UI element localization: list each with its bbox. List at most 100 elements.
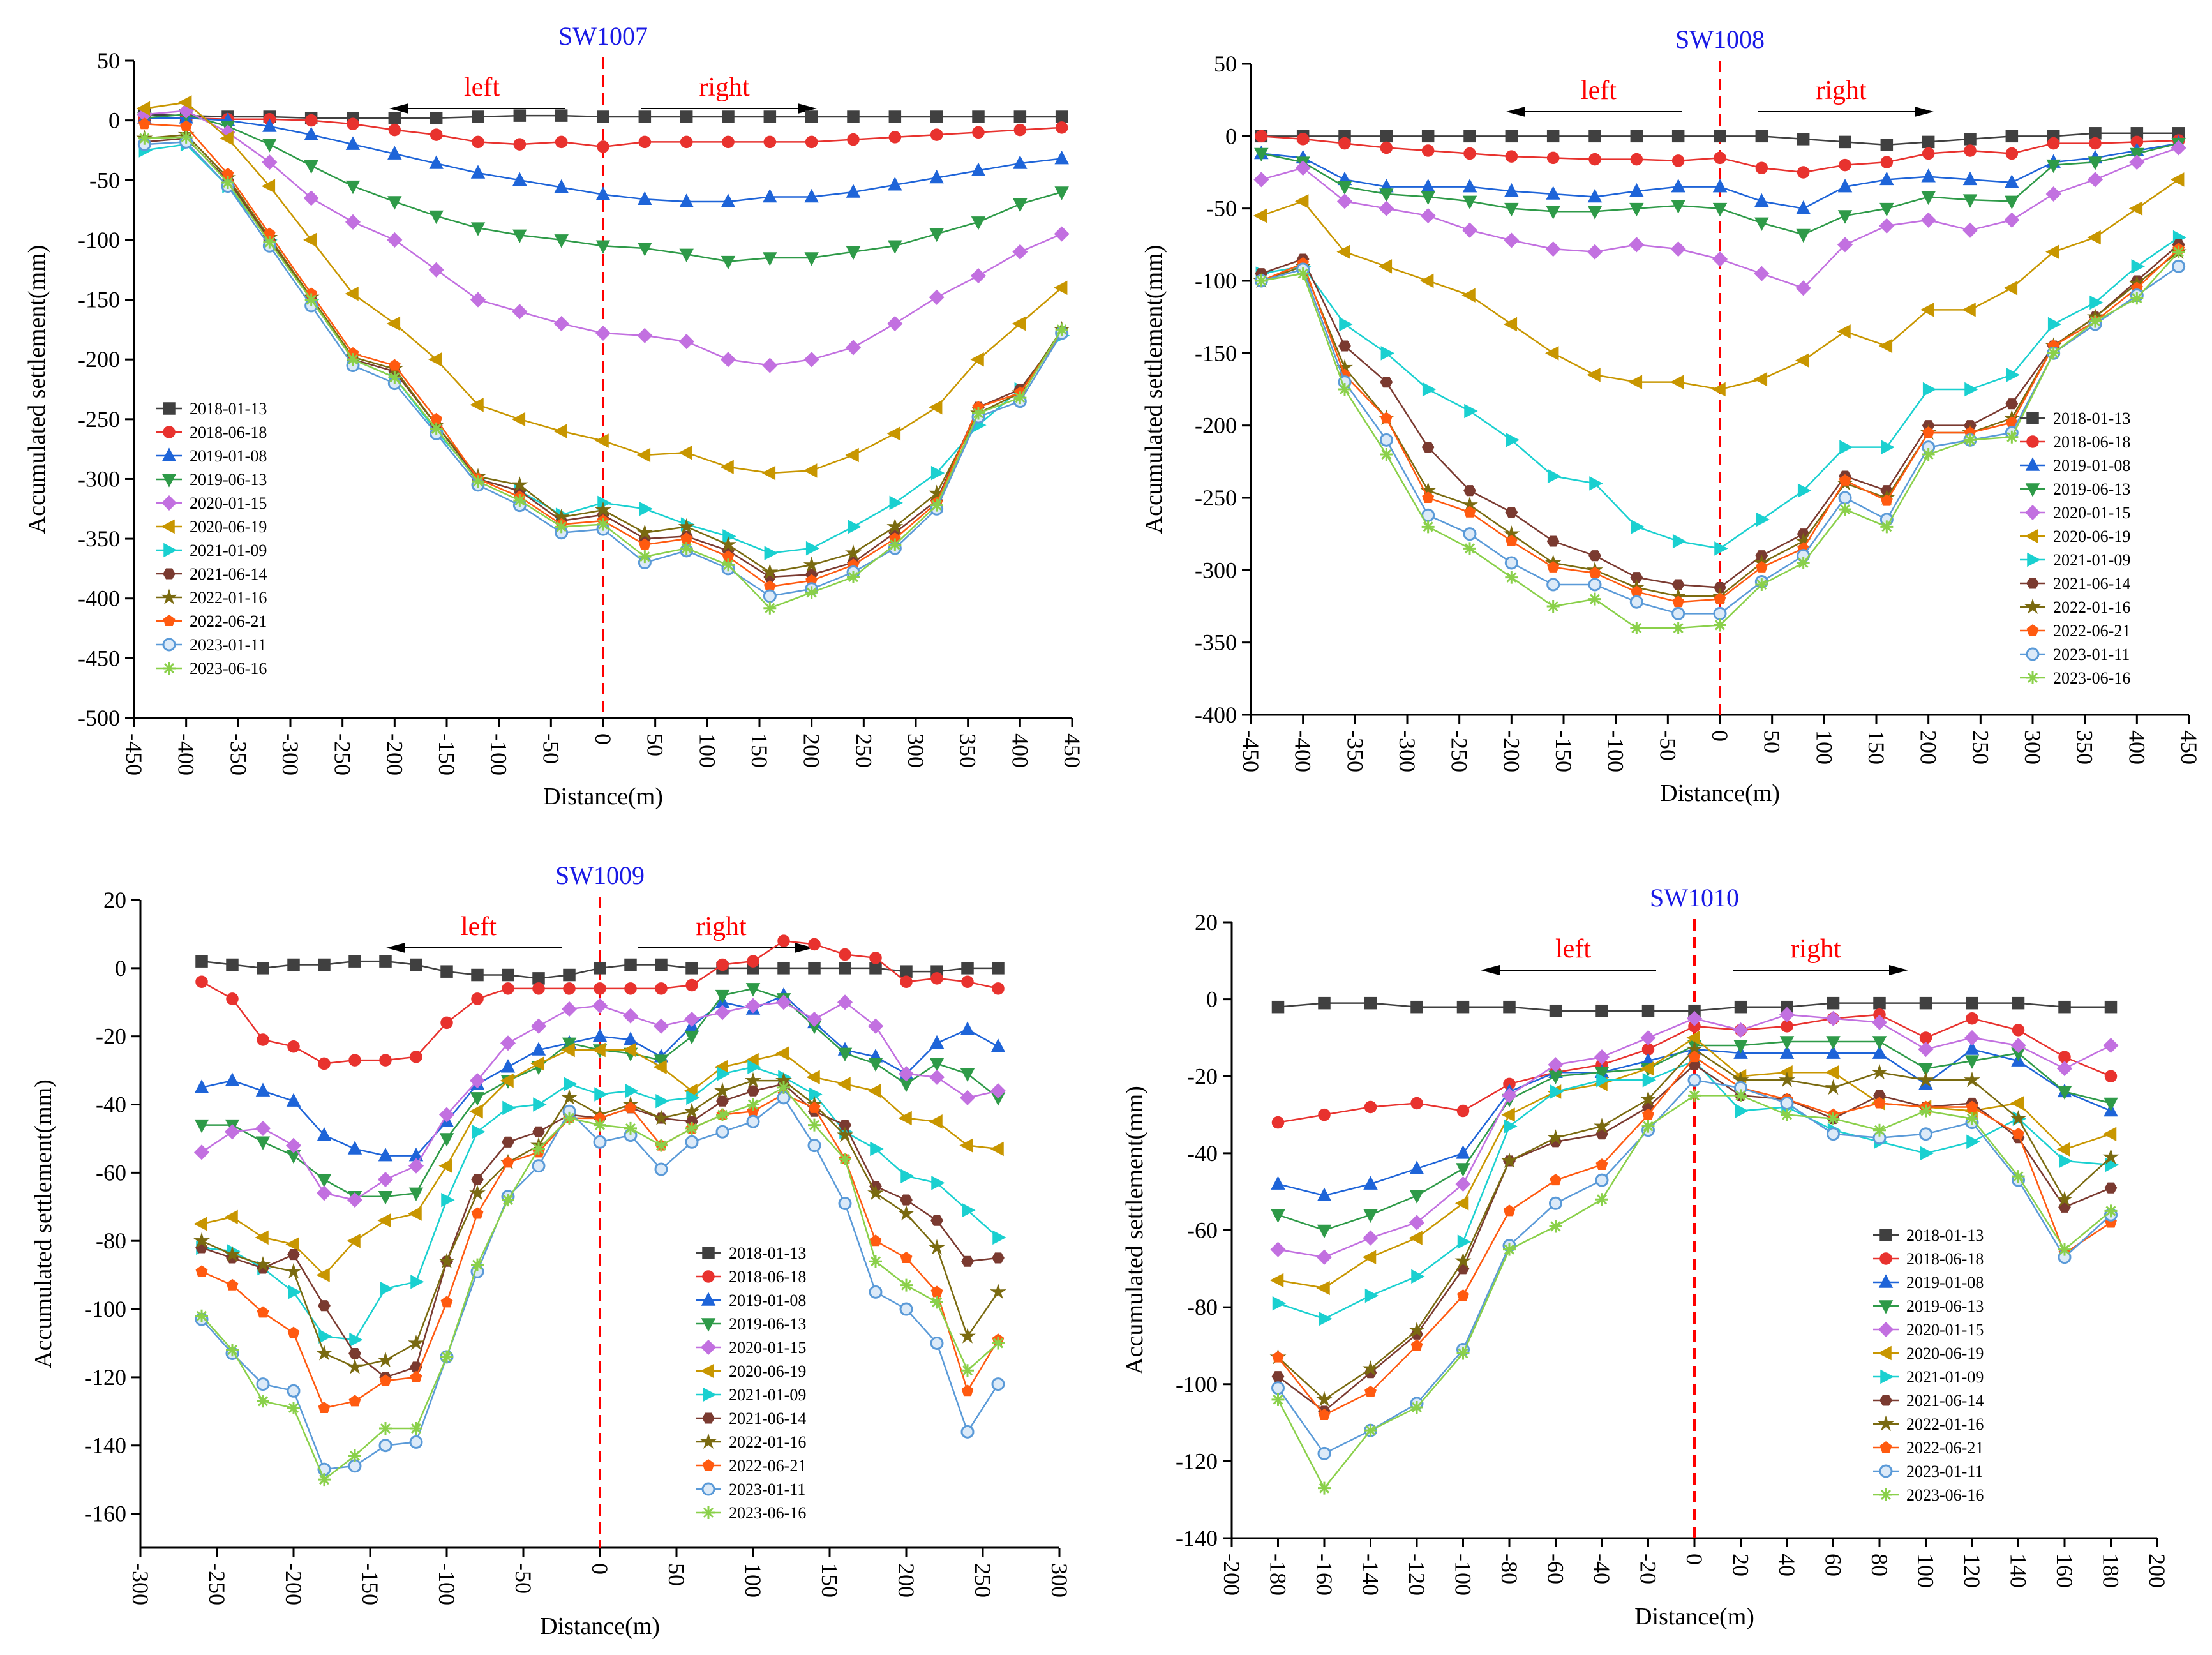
data-point bbox=[721, 193, 736, 207]
data-point bbox=[1589, 476, 1603, 491]
series-1 bbox=[138, 112, 1068, 153]
legend-marker bbox=[1878, 1415, 1894, 1431]
data-point bbox=[2130, 292, 2144, 305]
data-point bbox=[1873, 996, 1886, 1010]
data-point bbox=[555, 135, 568, 149]
legend-label: 2019-06-13 bbox=[729, 1315, 806, 1333]
data-point bbox=[287, 1040, 300, 1053]
data-point bbox=[761, 465, 776, 481]
data-point bbox=[747, 1085, 759, 1097]
data-point bbox=[2171, 172, 2185, 187]
data-point bbox=[1672, 534, 1687, 549]
data-point bbox=[513, 109, 527, 122]
x-tick-label: 350 bbox=[955, 733, 981, 768]
legend-marker bbox=[1880, 1369, 1894, 1384]
data-point bbox=[1013, 391, 1027, 405]
data-point bbox=[1922, 147, 1935, 160]
x-tick-label: 100 bbox=[1811, 730, 1837, 765]
data-point bbox=[1055, 323, 1068, 336]
data-point bbox=[1317, 1187, 1332, 1201]
data-point bbox=[2045, 244, 2059, 259]
legend-marker bbox=[2027, 552, 2041, 567]
data-point bbox=[345, 180, 361, 195]
data-point bbox=[2005, 195, 2019, 209]
data-point bbox=[2104, 1097, 2118, 1112]
data-point bbox=[775, 994, 792, 1010]
data-point bbox=[1629, 183, 1644, 197]
data-point bbox=[257, 1395, 269, 1408]
data-point bbox=[377, 1351, 394, 1368]
data-point bbox=[929, 169, 944, 184]
data-point bbox=[316, 1344, 333, 1361]
y-tick-label: -160 bbox=[84, 1501, 126, 1527]
data-point bbox=[930, 1215, 943, 1226]
data-point bbox=[2046, 159, 2061, 174]
data-point bbox=[1455, 1176, 1471, 1192]
data-point bbox=[2058, 1243, 2071, 1256]
data-point bbox=[1271, 1393, 1285, 1406]
data-point bbox=[1504, 202, 1519, 217]
data-point bbox=[410, 1370, 422, 1382]
legend-marker bbox=[161, 519, 175, 534]
data-point bbox=[221, 176, 234, 190]
data-point bbox=[1587, 206, 1603, 220]
data-point bbox=[285, 1262, 302, 1279]
data-point bbox=[845, 544, 862, 560]
x-tick-label: -100 bbox=[434, 1563, 460, 1605]
data-point bbox=[1671, 622, 1685, 634]
legend-marker bbox=[702, 1459, 715, 1471]
data-point bbox=[929, 1035, 945, 1049]
data-point bbox=[261, 179, 276, 193]
data-point bbox=[1630, 622, 1643, 634]
data-point bbox=[961, 1384, 974, 1397]
data-point bbox=[1754, 193, 1769, 207]
data-point bbox=[971, 216, 986, 230]
data-point bbox=[888, 177, 902, 191]
data-point bbox=[714, 1082, 731, 1098]
data-point bbox=[440, 1016, 453, 1030]
x-tick-label: -400 bbox=[1290, 730, 1316, 772]
data-point bbox=[845, 447, 859, 463]
data-point bbox=[1964, 144, 1977, 157]
data-point bbox=[930, 972, 943, 985]
data-point bbox=[886, 518, 904, 534]
data-point bbox=[470, 165, 486, 179]
x-axis-label: Distance(m) bbox=[1634, 1603, 1754, 1630]
legend-label: 2019-01-08 bbox=[1906, 1273, 1984, 1292]
x-tick-label: -50 bbox=[511, 1563, 536, 1594]
data-point bbox=[930, 110, 943, 123]
legend-marker bbox=[701, 1482, 715, 1496]
x-tick-label: 20 bbox=[1728, 1554, 1754, 1576]
data-point bbox=[1964, 133, 1977, 146]
y-tick-label: -60 bbox=[1187, 1218, 1218, 1243]
data-point bbox=[502, 1156, 514, 1168]
data-point bbox=[287, 958, 300, 971]
data-point bbox=[553, 315, 569, 332]
data-point bbox=[195, 1265, 208, 1277]
data-point bbox=[470, 1092, 485, 1106]
data-point bbox=[838, 1196, 852, 1210]
data-point bbox=[597, 110, 609, 123]
data-point bbox=[472, 135, 484, 149]
data-point bbox=[410, 958, 422, 971]
data-point bbox=[685, 962, 698, 975]
data-point bbox=[624, 982, 637, 995]
data-point bbox=[316, 1268, 330, 1282]
data-point bbox=[1545, 346, 1559, 361]
data-point bbox=[763, 110, 777, 123]
data-point bbox=[318, 958, 331, 971]
data-point bbox=[512, 229, 527, 244]
chart-title: SW1009 bbox=[555, 861, 645, 890]
data-point bbox=[1919, 1104, 1932, 1118]
series-5 bbox=[193, 1042, 1004, 1282]
data-point bbox=[348, 955, 361, 968]
data-point bbox=[1319, 1311, 1333, 1326]
data-point bbox=[847, 133, 860, 146]
data-point bbox=[1410, 1339, 1423, 1351]
y-tick-label: 0 bbox=[1225, 123, 1237, 149]
data-point bbox=[1964, 1030, 1980, 1045]
data-point bbox=[388, 359, 401, 371]
data-point bbox=[1825, 1065, 1839, 1080]
series-4 bbox=[193, 994, 1006, 1208]
data-point bbox=[303, 232, 317, 248]
